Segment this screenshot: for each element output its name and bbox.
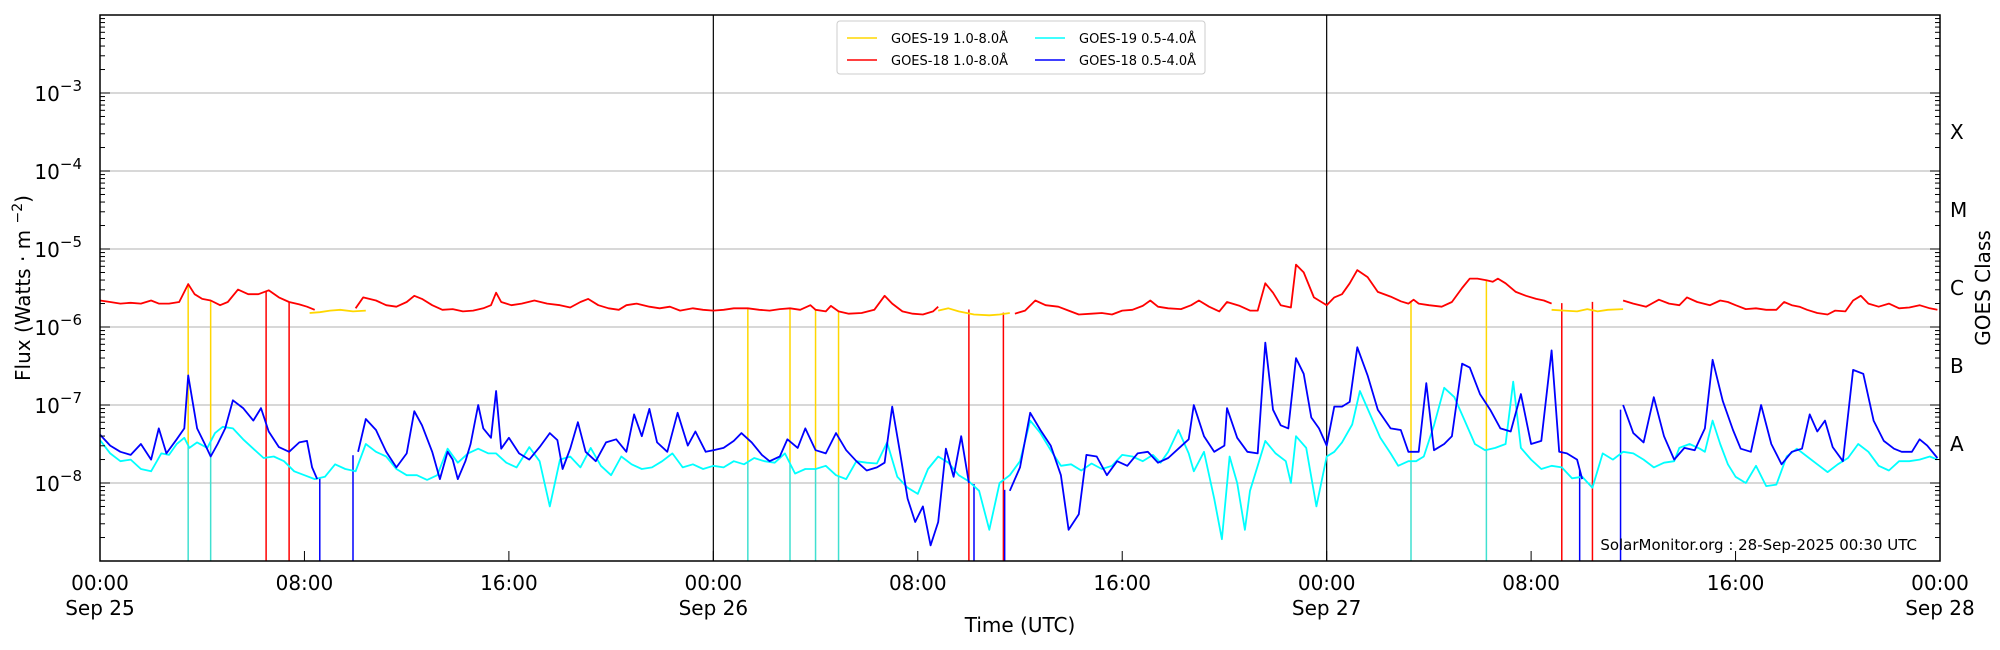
y-tick-label: 10−3 [34,77,82,106]
goes-class-b: B [1950,354,1964,378]
goes-class-x: X [1950,120,1964,144]
series-line [99,283,316,311]
legend-label: GOES-19 0.5-4.0Å [1079,31,1196,47]
y-tick-label: 10−4 [34,155,82,184]
series-line [99,380,1938,541]
series-line [938,307,1010,317]
x-tick-label-date: Sep 27 [1292,596,1362,620]
goes-class-c: C [1950,276,1964,300]
x-axis-label: Time (UTC) [964,613,1076,637]
y-tick-label: 10−5 [34,233,82,262]
x-tick-label-time: 08:00 [276,571,334,595]
series-line [1014,263,1552,316]
y-axis-label-text: Flux (Watts · m [11,230,35,381]
legend-label: GOES-18 0.5-4.0Å [1079,53,1196,69]
y-axis-label-exponent: −2 [10,203,26,224]
x-tick-label-time: 00:00 [1298,571,1356,595]
x-tick-label-time: 00:00 [1911,571,1969,595]
y-axis-label: Flux (Watts · m −2) [10,195,35,381]
right-axis-label: GOES Class [1971,230,1995,346]
x-tick-label-time: 16:00 [1707,571,1765,595]
day-separator-lines [712,15,1328,561]
x-tick-label-date: Sep 28 [1905,596,1975,620]
goes-class-a: A [1950,432,1964,456]
goes-class-m: M [1950,198,1967,222]
x-tick-label-time: 16:00 [1093,571,1151,595]
legend-label: GOES-19 1.0-8.0Å [891,31,1008,47]
series-line [357,390,970,547]
series-line [309,308,366,314]
x-tick-label-time: 00:00 [71,571,129,595]
y-tick-label: 10−6 [34,311,82,340]
y-axis-ticks: 10−3 10−4 10−5 10−6 10−7 10−8 [34,18,1940,562]
series-line [354,291,939,316]
legend: GOES-19 1.0-8.0Å GOES-19 0.5-4.0Å GOES-18 … [836,20,1206,75]
x-tick-label-time: 00:00 [685,571,743,595]
x-tick-label-date: Sep 26 [679,596,749,620]
x-tick-label-time: 16:00 [480,571,538,595]
grid-lines [100,92,1940,484]
y-tick-label: 10−8 [34,467,82,496]
x-tick-label-date: Sep 25 [65,596,135,620]
plot-frame [99,14,1941,562]
data-dropout-lines [187,280,1622,561]
legend-box [836,20,1206,75]
legend-label: GOES-18 1.0-8.0Å [891,53,1008,69]
data-series [99,263,1939,547]
series-line [1008,341,1584,531]
series-line [1622,358,1939,466]
y-tick-label: 10−7 [34,389,82,418]
goes-class-labels: X M C B A [1950,120,1967,456]
series-line [99,374,319,480]
y-axis-label-close: ) [11,195,35,203]
series-line [1622,294,1938,316]
series-line [1551,308,1624,313]
x-tick-label-time: 08:00 [1502,571,1560,595]
x-tick-label-time: 08:00 [889,571,947,595]
source-annotation: SolarMonitor.org : 28-Sep-2025 00:30 UTC [1600,536,1917,554]
